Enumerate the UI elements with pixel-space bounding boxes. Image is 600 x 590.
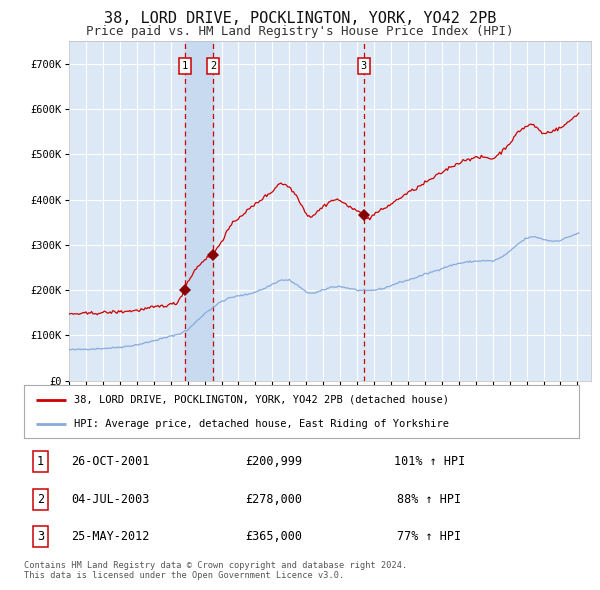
Text: 3: 3 [37, 530, 44, 543]
Text: 1: 1 [37, 455, 44, 468]
Text: Price paid vs. HM Land Registry's House Price Index (HPI): Price paid vs. HM Land Registry's House … [86, 25, 514, 38]
Text: £365,000: £365,000 [245, 530, 302, 543]
Text: 3: 3 [361, 61, 367, 71]
Text: 88% ↑ HPI: 88% ↑ HPI [397, 493, 461, 506]
Text: 2: 2 [210, 61, 217, 71]
Text: £278,000: £278,000 [245, 493, 302, 506]
Text: HPI: Average price, detached house, East Riding of Yorkshire: HPI: Average price, detached house, East… [74, 419, 449, 429]
Text: 2: 2 [37, 493, 44, 506]
Text: 04-JUL-2003: 04-JUL-2003 [71, 493, 149, 506]
Text: 25-MAY-2012: 25-MAY-2012 [71, 530, 149, 543]
Text: £200,999: £200,999 [245, 455, 302, 468]
Text: 77% ↑ HPI: 77% ↑ HPI [397, 530, 461, 543]
Text: 101% ↑ HPI: 101% ↑ HPI [394, 455, 465, 468]
Text: 26-OCT-2001: 26-OCT-2001 [71, 455, 149, 468]
Text: 38, LORD DRIVE, POCKLINGTON, YORK, YO42 2PB (detached house): 38, LORD DRIVE, POCKLINGTON, YORK, YO42 … [74, 395, 449, 405]
Text: 38, LORD DRIVE, POCKLINGTON, YORK, YO42 2PB: 38, LORD DRIVE, POCKLINGTON, YORK, YO42 … [104, 11, 496, 25]
Text: Contains HM Land Registry data © Crown copyright and database right 2024.
This d: Contains HM Land Registry data © Crown c… [24, 560, 407, 580]
Bar [185, 41, 213, 381]
Text: 1: 1 [181, 61, 188, 71]
